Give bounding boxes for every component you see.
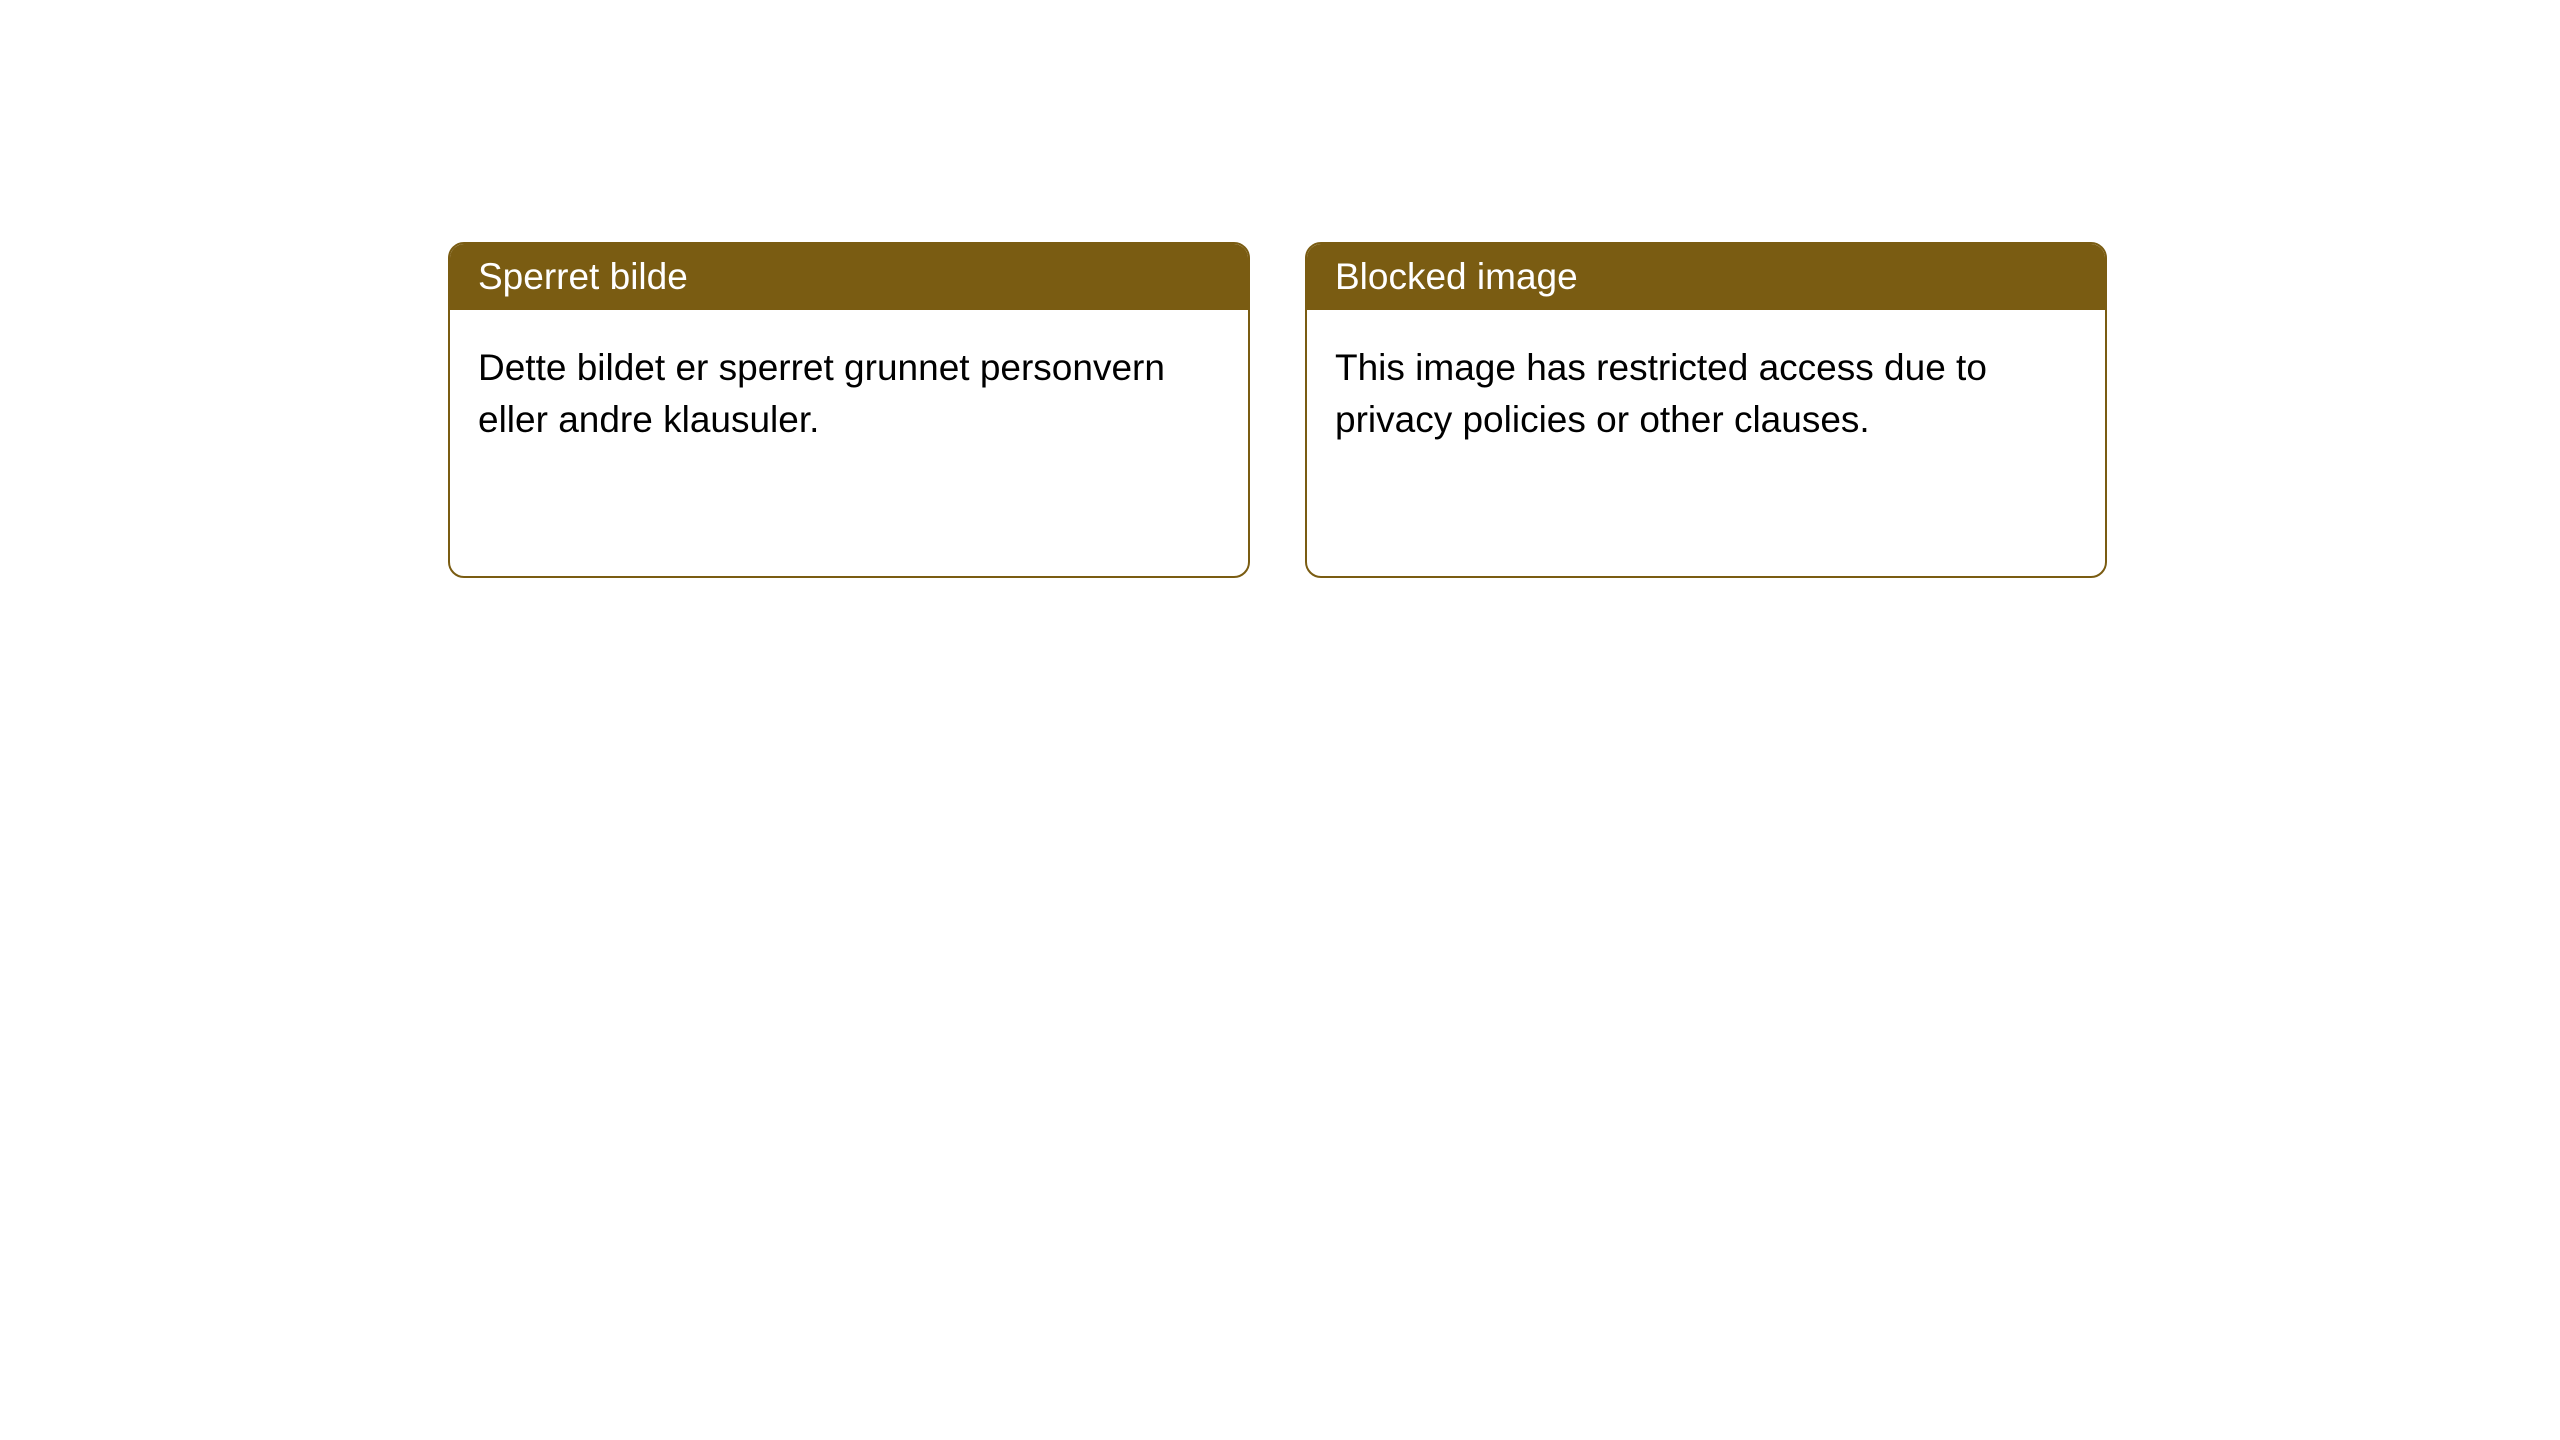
notice-card-body: Dette bildet er sperret grunnet personve… [450, 310, 1248, 478]
notice-container: Sperret bilde Dette bildet er sperret gr… [448, 242, 2107, 578]
notice-card-title: Blocked image [1307, 244, 2105, 310]
notice-card-english: Blocked image This image has restricted … [1305, 242, 2107, 578]
notice-card-body: This image has restricted access due to … [1307, 310, 2105, 478]
notice-card-title: Sperret bilde [450, 244, 1248, 310]
notice-card-norwegian: Sperret bilde Dette bildet er sperret gr… [448, 242, 1250, 578]
